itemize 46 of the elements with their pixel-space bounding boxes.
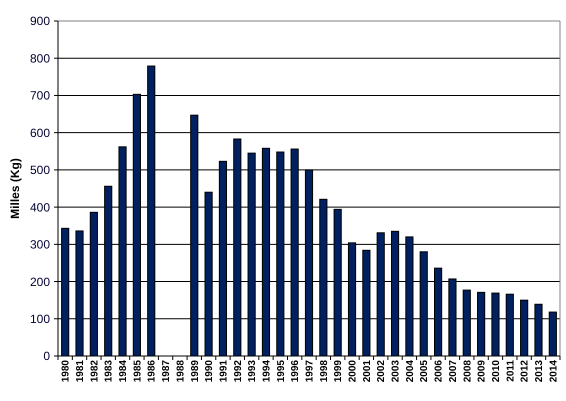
x-tick-label: 2000 xyxy=(348,360,359,382)
x-tick-label: 1994 xyxy=(261,360,272,382)
x-tick-label: 2008 xyxy=(462,360,474,382)
y-tick-label: 200 xyxy=(30,274,50,289)
y-tick-label: 800 xyxy=(30,51,50,66)
y-tick-label: 600 xyxy=(30,126,50,140)
x-tick-label: 1981 xyxy=(75,360,86,382)
x-tick-label: 2011 xyxy=(505,360,516,382)
x-tick-label: 2014 xyxy=(548,360,560,382)
y-tick-label: 100 xyxy=(30,312,50,326)
x-tick-label: 2004 xyxy=(404,360,416,382)
x-tick-label: 1992 xyxy=(232,360,244,382)
x-tick-label: 2009 xyxy=(476,360,488,382)
x-tick-label: 2002 xyxy=(376,360,388,382)
x-tick-label: 2007 xyxy=(448,360,459,382)
x-tick-label: 1986 xyxy=(146,360,158,382)
x-tick-label: 2005 xyxy=(419,360,430,382)
y-tick-label: 400 xyxy=(30,200,50,214)
y-tick-label: 900 xyxy=(30,14,50,28)
x-tick-label: 1996 xyxy=(290,360,302,382)
x-tick-label: 1985 xyxy=(132,360,144,382)
y-axis-title: Milles (Kg) xyxy=(8,158,22,219)
x-tick-label: 2013 xyxy=(534,360,545,382)
x-tick-label: 2006 xyxy=(434,360,445,382)
x-tick-label: 2012 xyxy=(520,360,531,382)
x-tick-label: 2001 xyxy=(362,360,373,382)
x-tick-label: 1990 xyxy=(204,360,216,382)
x-tick-label: 1982 xyxy=(89,360,100,382)
x-tick-label: 1983 xyxy=(104,360,115,382)
x-tick-label: 1997 xyxy=(304,360,316,382)
x-tick-label: 1993 xyxy=(247,360,258,382)
x-tick-label: 1995 xyxy=(276,360,287,382)
x-tick-label: 2003 xyxy=(390,360,402,382)
x-tick-label: 2010 xyxy=(490,360,502,382)
x-tick-label: 1984 xyxy=(118,360,130,382)
y-tick-label: 0 xyxy=(43,349,50,364)
x-tick-label: 1989 xyxy=(190,360,201,382)
x-tick-label: 1988 xyxy=(175,360,186,382)
x-tick-label: 1980 xyxy=(60,360,72,382)
x-tick-label: 1999 xyxy=(333,360,344,382)
y-tick-label: 500 xyxy=(30,163,50,178)
y-tick-label: 700 xyxy=(30,88,50,103)
y-tick-label: 300 xyxy=(30,238,50,252)
x-tick-label: 1998 xyxy=(318,360,330,382)
x-tick-label: 1987 xyxy=(161,360,172,382)
x-tick-label: 1991 xyxy=(218,360,230,382)
